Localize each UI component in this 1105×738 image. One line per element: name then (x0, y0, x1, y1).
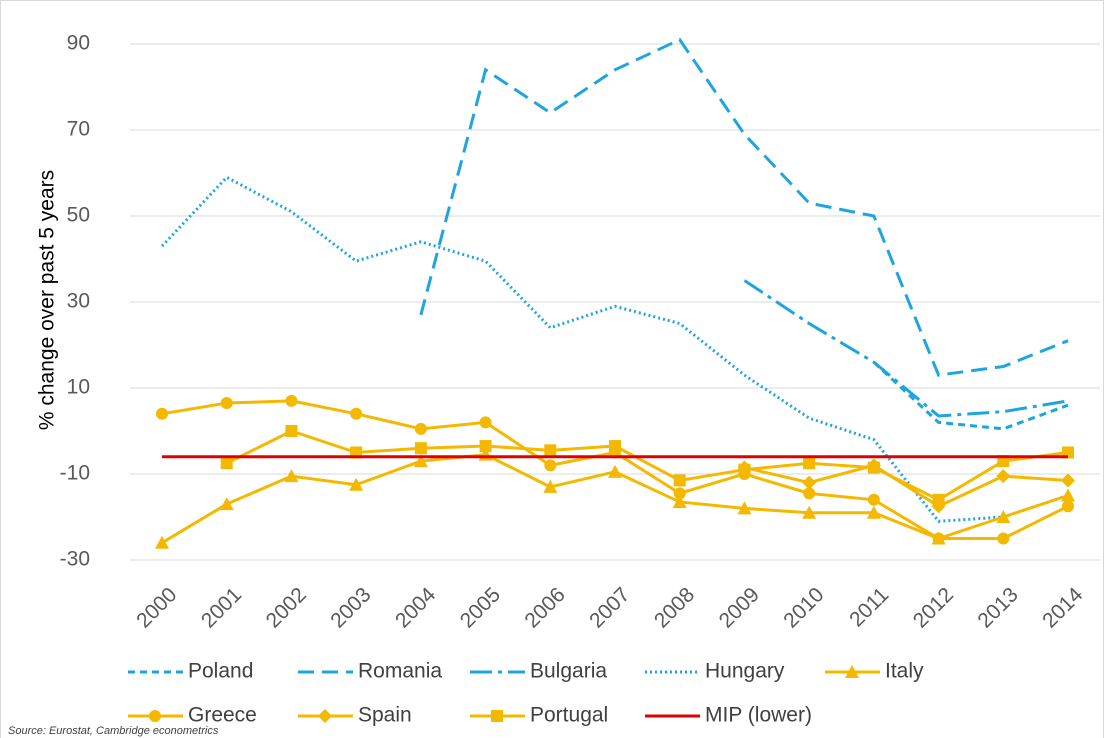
x-tick-label: 2002 (262, 583, 311, 632)
x-tick-label: 2004 (391, 583, 441, 633)
x-tick-label: 2014 (1038, 583, 1088, 633)
legend-label: Spain (358, 704, 412, 727)
marker (543, 479, 558, 493)
marker (1062, 500, 1074, 513)
marker (220, 397, 233, 410)
marker (608, 464, 622, 478)
x-tick-label: 2005 (456, 583, 505, 632)
series-line (226, 429, 1069, 502)
marker (350, 407, 363, 420)
y-tick-label: 90 (67, 32, 90, 55)
source-note: Source: Eurostat, Cambridge econometrics (8, 725, 219, 737)
marker (413, 454, 428, 468)
x-tick-label: 2007 (585, 583, 634, 632)
marker (932, 532, 945, 545)
legend-label: Bulgaria (530, 660, 607, 683)
y-tick-label: 10 (67, 376, 90, 399)
marker (996, 469, 1011, 484)
x-tick-label: 2003 (326, 583, 375, 632)
marker (219, 497, 234, 511)
legend-marker (318, 709, 332, 723)
y-tick-label: -10 (60, 462, 90, 485)
marker (803, 487, 816, 500)
x-tick-label: 2006 (520, 583, 569, 632)
marker (867, 461, 880, 474)
marker (414, 422, 427, 435)
marker (673, 487, 686, 500)
marker (285, 394, 298, 407)
x-tick-label: 2008 (650, 583, 699, 632)
x-tick-label: 2009 (715, 583, 764, 632)
marker (737, 501, 752, 515)
series-line (872, 361, 1069, 431)
marker (155, 535, 169, 549)
x-tick-label: 2013 (973, 583, 1022, 632)
marker (479, 416, 492, 429)
legend-label: Greece (188, 704, 257, 727)
marker (673, 474, 686, 487)
y-tick-label: 50 (67, 204, 90, 227)
marker (1061, 488, 1075, 502)
marker (802, 475, 817, 490)
legend-marker (149, 710, 161, 722)
marker (866, 505, 881, 519)
x-tick-label: 2000 (132, 583, 181, 632)
x-tick-label: 2012 (909, 583, 958, 632)
marker (414, 442, 427, 455)
legend-label: Portugal (530, 704, 608, 727)
series-line (743, 279, 1069, 418)
marker (803, 457, 816, 470)
series-line (419, 37, 1069, 377)
legend-label: Romania (358, 660, 442, 683)
marker (672, 494, 687, 508)
y-tick-label: 70 (67, 118, 90, 141)
marker (996, 510, 1011, 523)
marker (544, 444, 557, 457)
marker (284, 469, 299, 483)
legend-marker (845, 665, 859, 678)
marker (349, 477, 364, 491)
marker (285, 425, 298, 437)
series-line (744, 463, 1069, 508)
marker (802, 505, 817, 519)
x-tick-label: 2001 (197, 583, 246, 632)
y-tick-label: 30 (67, 290, 90, 313)
marker (544, 459, 557, 472)
x-tick-label: 2010 (779, 583, 828, 632)
marker (738, 463, 751, 476)
y-tick-label: -30 (60, 548, 90, 571)
marker (479, 440, 492, 453)
x-tick-label: 2011 (845, 583, 893, 631)
legend-label: MIP (lower) (705, 704, 812, 727)
marker (1061, 473, 1075, 488)
marker (867, 493, 880, 506)
legend-marker (491, 710, 503, 722)
legend-label: Poland (188, 660, 253, 683)
legend-label: Italy (885, 660, 924, 683)
marker (932, 493, 945, 506)
legend-label: Hungary (705, 660, 785, 683)
marker (156, 407, 168, 420)
y-axis-label: % change over past 5 years (36, 170, 59, 430)
marker (609, 440, 621, 453)
marker (220, 457, 233, 470)
marker (997, 532, 1010, 545)
